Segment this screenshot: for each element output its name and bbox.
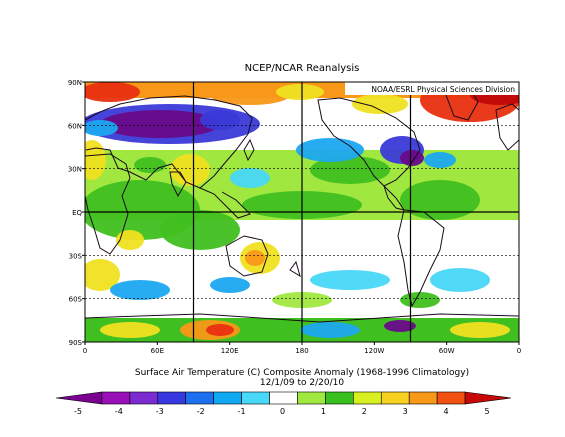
lat-tick-label: 30S (69, 252, 83, 260)
lon-tick-label: 0 (83, 347, 87, 355)
lat-tick-label: EQ (72, 209, 82, 217)
south-america-outline (397, 209, 445, 308)
lon-tick-label: 60E (151, 347, 164, 355)
central-america-outline (383, 185, 406, 211)
caption-variable: Surface Air Temperature (C) Composite An… (135, 368, 469, 378)
minor-gridlines (85, 125, 519, 300)
colorbar (55, 391, 512, 405)
africa-outline (85, 153, 131, 255)
colorbar-tick-label: -4 (115, 407, 123, 416)
longitude-axis: 0 60E 120E 180 120W 60W 0 (83, 342, 521, 355)
latitude-axis: 90N 60N 30N EQ 30S 60S 90S (68, 79, 85, 347)
colorbar-swatch (436, 391, 466, 405)
colorbar-swatch (380, 391, 410, 405)
figure-title: NCEP/NCAR Reanalysis (245, 63, 360, 74)
colorbar-tick-labels: -5 -4 -3 -2 -1 0 1 2 3 4 5 (74, 407, 490, 416)
colorbar-tick-label: 3 (403, 407, 408, 416)
colorbar-swatch (353, 391, 382, 405)
credit-box (345, 82, 519, 95)
colorbar-swatch (408, 391, 438, 405)
lon-tick-label: 0 (517, 347, 521, 355)
colorbar-tick-label: -2 (197, 407, 205, 416)
lat-tick-label: 90S (69, 339, 83, 347)
colorbar-tick-label: 5 (484, 407, 489, 416)
colorbar-swatch (325, 391, 354, 405)
eurasia-outline (85, 95, 253, 189)
colorbar-swatch (464, 391, 512, 405)
europe-outline (495, 103, 519, 151)
credit-label: NOAA/ESRL Physical Sciences Division (371, 85, 515, 94)
colorbar-swatch (55, 391, 103, 405)
colorbar-swatch (129, 391, 159, 405)
lat-tick-label: 90N (68, 79, 82, 87)
india-outline (169, 171, 187, 198)
colorbar-tick-label: 2 (362, 407, 367, 416)
colorbar-swatch (213, 391, 242, 405)
colorbar-tick-label: 0 (280, 407, 285, 416)
colorbar-tick-label: 1 (321, 407, 326, 416)
anomaly-field (85, 82, 519, 342)
lon-tick-label: 180 (295, 347, 308, 355)
new-zealand-outline (289, 260, 301, 278)
colorbar-tick-label: -1 (238, 407, 246, 416)
lon-tick-label: 120E (221, 347, 239, 355)
southeast-asia-outline (199, 187, 251, 219)
colorbar-tick-label: -5 (74, 407, 82, 416)
colorbar-tick-label: 4 (444, 407, 449, 416)
antarctica-outline (85, 313, 519, 323)
lon-tick-label: 120W (364, 347, 384, 355)
colorbar-swatch (269, 391, 298, 405)
lon-tick-label: 60W (439, 347, 455, 355)
australia-outline (225, 235, 269, 277)
lat-tick-label: 60S (69, 296, 83, 304)
colorbar-swatch (185, 391, 214, 405)
caption-dates: 12/1/09 to 2/20/10 (260, 378, 344, 388)
colorbar-swatch (297, 391, 326, 405)
lat-tick-label: 30N (68, 166, 82, 174)
colorbar-swatch (157, 391, 187, 405)
colorbar-tick-label: -3 (156, 407, 164, 416)
lat-tick-label: 60N (68, 122, 82, 130)
colorbar-swatch (241, 391, 270, 405)
north-america-outline (317, 97, 421, 187)
colorbar-swatch (101, 391, 131, 405)
japan-outline (243, 138, 255, 162)
